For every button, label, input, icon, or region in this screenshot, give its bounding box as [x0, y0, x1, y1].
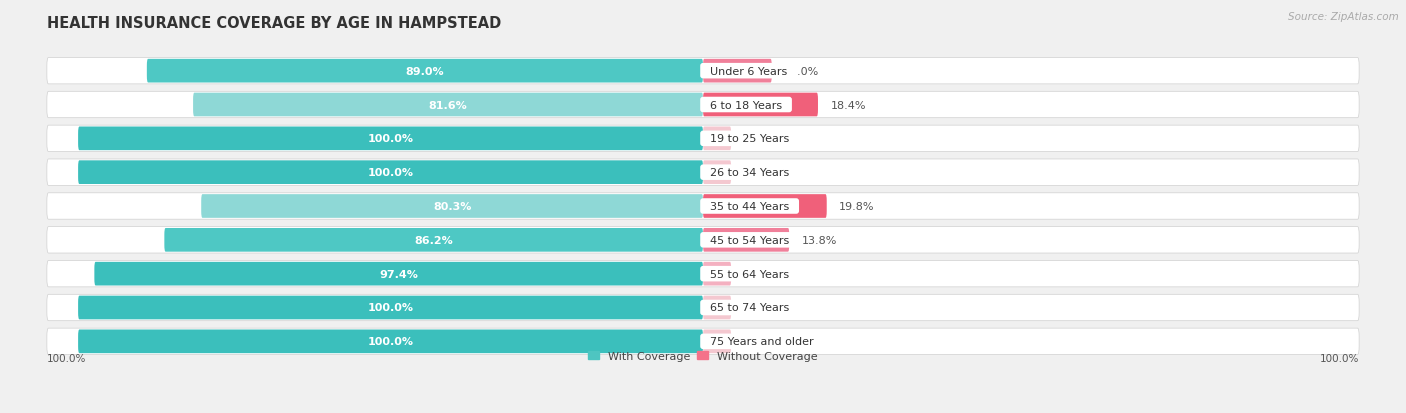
FancyBboxPatch shape	[703, 296, 731, 320]
FancyBboxPatch shape	[703, 161, 731, 185]
FancyBboxPatch shape	[703, 262, 731, 286]
Text: Under 6 Years: Under 6 Years	[703, 66, 794, 76]
Text: 55 to 64 Years: 55 to 64 Years	[703, 269, 796, 279]
Text: 11.0%: 11.0%	[785, 66, 820, 76]
FancyBboxPatch shape	[46, 294, 1360, 321]
Legend: With Coverage, Without Coverage: With Coverage, Without Coverage	[588, 351, 818, 361]
Text: 13.8%: 13.8%	[801, 235, 837, 245]
Text: 0.0%: 0.0%	[744, 134, 772, 144]
Text: 2.6%: 2.6%	[744, 269, 772, 279]
FancyBboxPatch shape	[46, 227, 1360, 254]
Text: 35 to 44 Years: 35 to 44 Years	[703, 202, 796, 211]
FancyBboxPatch shape	[703, 60, 772, 83]
Text: HEALTH INSURANCE COVERAGE BY AGE IN HAMPSTEAD: HEALTH INSURANCE COVERAGE BY AGE IN HAMP…	[46, 16, 501, 31]
Text: Source: ZipAtlas.com: Source: ZipAtlas.com	[1288, 12, 1399, 22]
Text: 19 to 25 Years: 19 to 25 Years	[703, 134, 796, 144]
Text: 100.0%: 100.0%	[1320, 354, 1360, 363]
FancyBboxPatch shape	[46, 92, 1360, 119]
FancyBboxPatch shape	[94, 262, 703, 286]
Text: 26 to 34 Years: 26 to 34 Years	[703, 168, 796, 178]
FancyBboxPatch shape	[146, 60, 703, 83]
Text: 100.0%: 100.0%	[367, 337, 413, 347]
FancyBboxPatch shape	[165, 228, 703, 252]
FancyBboxPatch shape	[46, 126, 1360, 152]
FancyBboxPatch shape	[46, 261, 1360, 287]
FancyBboxPatch shape	[46, 159, 1360, 186]
FancyBboxPatch shape	[703, 93, 818, 117]
FancyBboxPatch shape	[201, 195, 703, 218]
FancyBboxPatch shape	[193, 93, 703, 117]
FancyBboxPatch shape	[703, 228, 789, 252]
FancyBboxPatch shape	[79, 127, 703, 151]
Text: 0.0%: 0.0%	[744, 303, 772, 313]
FancyBboxPatch shape	[703, 127, 731, 151]
Text: 100.0%: 100.0%	[46, 354, 86, 363]
Text: 100.0%: 100.0%	[367, 303, 413, 313]
Text: 80.3%: 80.3%	[433, 202, 471, 211]
Text: 65 to 74 Years: 65 to 74 Years	[703, 303, 796, 313]
FancyBboxPatch shape	[46, 193, 1360, 220]
Text: 100.0%: 100.0%	[367, 168, 413, 178]
FancyBboxPatch shape	[703, 195, 827, 218]
FancyBboxPatch shape	[79, 296, 703, 320]
Text: 75 Years and older: 75 Years and older	[703, 337, 821, 347]
FancyBboxPatch shape	[46, 58, 1360, 85]
FancyBboxPatch shape	[703, 330, 731, 353]
FancyBboxPatch shape	[46, 328, 1360, 355]
Text: 18.4%: 18.4%	[831, 100, 866, 110]
Text: 0.0%: 0.0%	[744, 337, 772, 347]
Text: 6 to 18 Years: 6 to 18 Years	[703, 100, 789, 110]
Text: 45 to 54 Years: 45 to 54 Years	[703, 235, 796, 245]
FancyBboxPatch shape	[79, 330, 703, 353]
Text: 81.6%: 81.6%	[429, 100, 467, 110]
Text: 86.2%: 86.2%	[415, 235, 453, 245]
Text: 19.8%: 19.8%	[839, 202, 875, 211]
Text: 0.0%: 0.0%	[744, 168, 772, 178]
Text: 89.0%: 89.0%	[405, 66, 444, 76]
Text: 100.0%: 100.0%	[367, 134, 413, 144]
FancyBboxPatch shape	[79, 161, 703, 185]
Text: 97.4%: 97.4%	[380, 269, 418, 279]
